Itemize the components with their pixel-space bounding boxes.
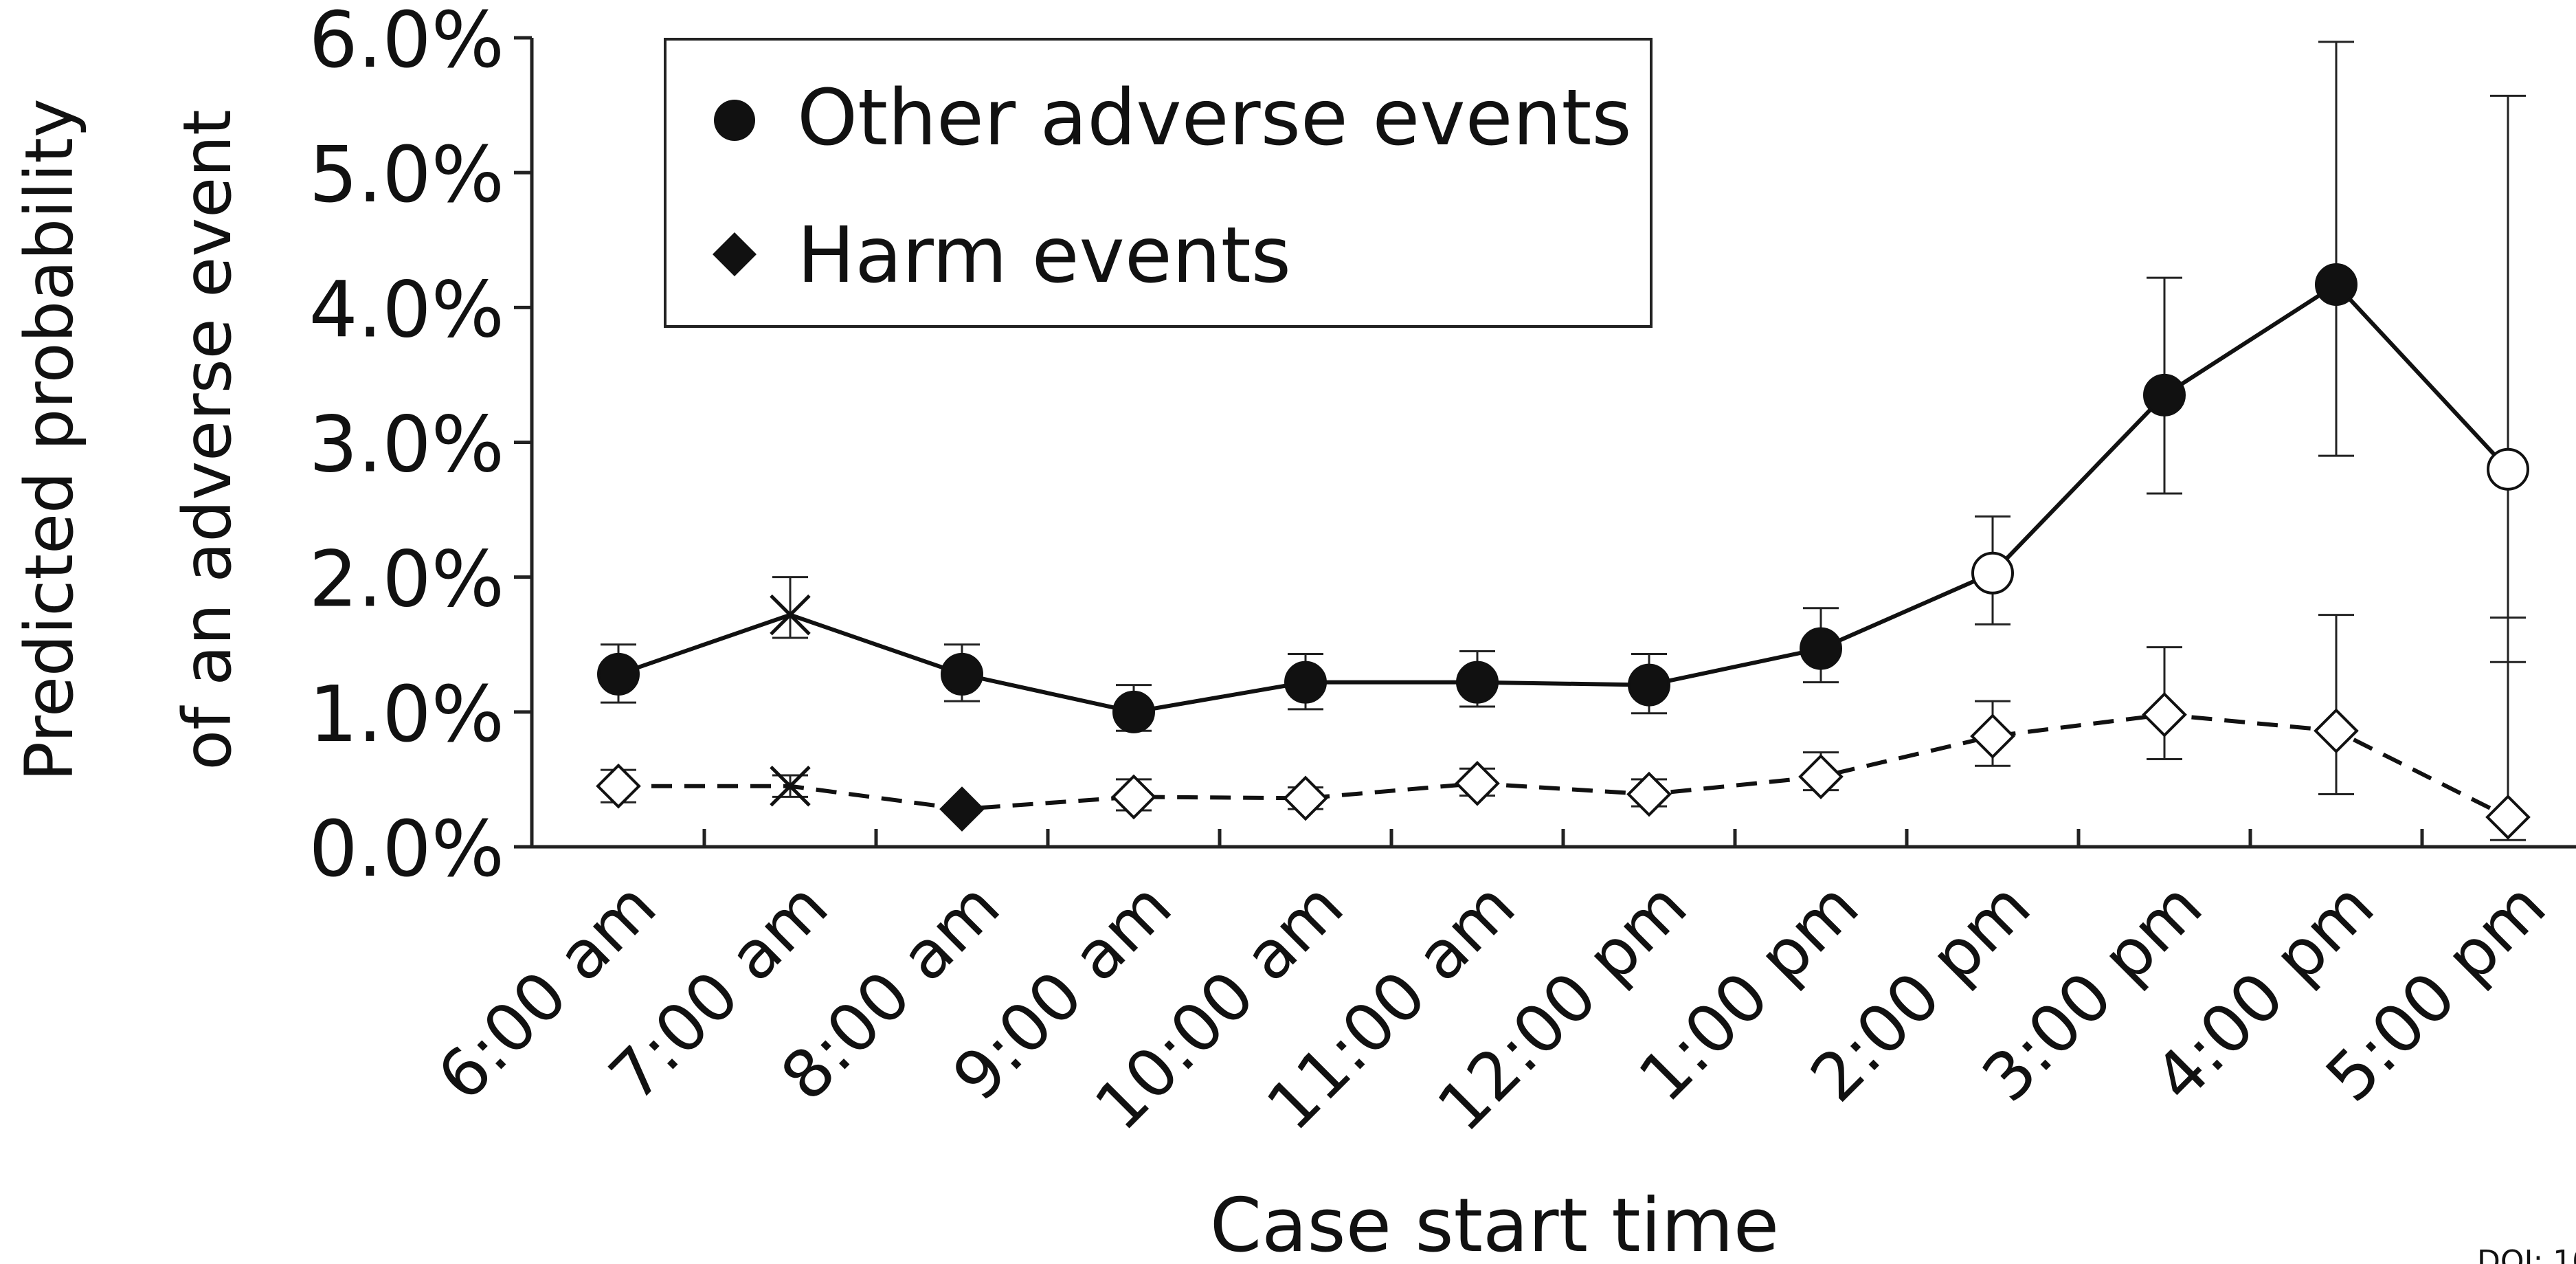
- data-point-0-4: [1284, 661, 1327, 704]
- error-bar: [2318, 614, 2354, 795]
- y-tick-label: 2.0%: [309, 535, 504, 625]
- legend-marker-harm-events: [713, 232, 757, 276]
- data-point-1-10: [2314, 708, 2359, 754]
- series-layer: [596, 41, 2531, 841]
- data-point-1-7: [1798, 754, 1844, 799]
- y-axis-title-line-2: of an adverse event: [169, 109, 246, 770]
- data-point-1-6: [1626, 771, 1672, 817]
- doi-footnote: DOI: 10.11: [2477, 1244, 2576, 1264]
- data-point-0-0: [597, 652, 640, 696]
- data-point-0-6: [1628, 663, 1670, 707]
- y-tick-label: 6.0%: [309, 0, 504, 85]
- y-tick-label: 5.0%: [309, 131, 504, 220]
- data-point-0-10: [2315, 263, 2357, 306]
- data-point-1-5: [1455, 760, 1500, 806]
- series-line-0: [618, 282, 2510, 714]
- legend-label-harm-events: Harm events: [797, 211, 1291, 300]
- y-ticks: 0.0% 1.0% 2.0% 3.0% 4.0% 5.0% 6.0%: [309, 0, 532, 894]
- data-point-0-7: [1800, 627, 1842, 670]
- data-point-1-8: [1970, 713, 2015, 759]
- legend-label-other-adverse-events: Other adverse events: [797, 74, 1632, 163]
- legend: Other adverse events Harm events: [664, 38, 1653, 328]
- data-point-1-3: [1111, 774, 1156, 820]
- data-point-0-1: [770, 594, 811, 636]
- data-point-0-8: [1971, 551, 2014, 595]
- legend-box: [664, 38, 1653, 328]
- x-axis-title: Case start time: [1210, 1183, 1780, 1264]
- error-bar: [772, 576, 808, 639]
- data-point-1-4: [1283, 775, 1328, 821]
- data-point-1-0: [596, 763, 641, 809]
- series-line-1: [618, 712, 2509, 819]
- data-point-1-9: [2142, 691, 2187, 738]
- data-point-0-2: [941, 652, 983, 696]
- error-bar: [2318, 41, 2354, 457]
- data-point-1-11: [2485, 795, 2531, 840]
- legend-marker-other-adverse-events: [714, 100, 755, 141]
- data-point-1-2: [939, 786, 985, 832]
- y-tick-label: 0.0%: [309, 805, 504, 894]
- error-bar: [2490, 94, 2526, 663]
- y-tick-label: 3.0%: [309, 401, 504, 490]
- data-point-0-3: [1112, 690, 1155, 733]
- y-tick-label: 1.0%: [309, 670, 504, 759]
- data-point-0-9: [2143, 373, 2186, 417]
- y-tick-label: 4.0%: [309, 265, 504, 355]
- data-point-0-11: [2487, 447, 2529, 491]
- data-point-1-1: [770, 765, 811, 807]
- y-axis-title-line-1: Predicted probability: [11, 98, 88, 781]
- data-point-0-5: [1456, 661, 1499, 704]
